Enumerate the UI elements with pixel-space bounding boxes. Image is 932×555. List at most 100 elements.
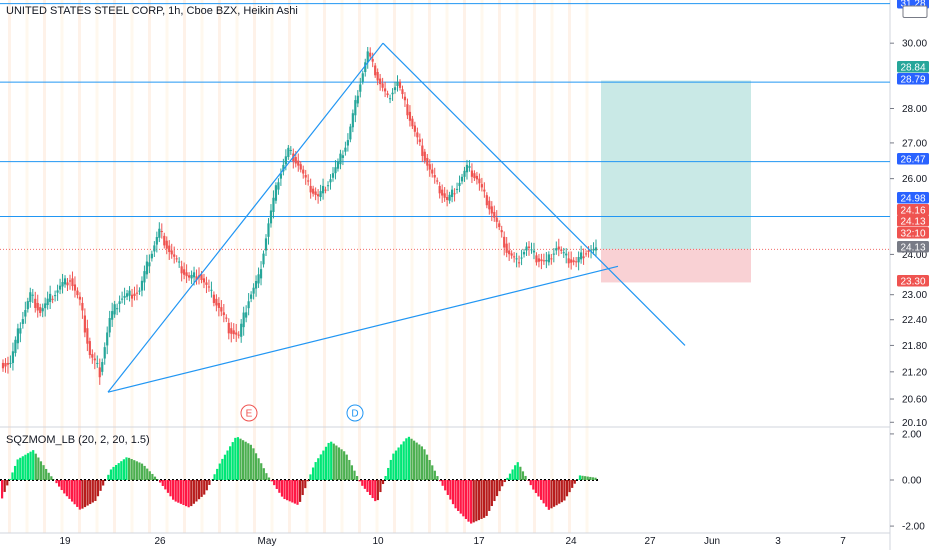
histogram-bar <box>229 446 231 480</box>
histogram-bar <box>594 478 596 480</box>
candle-body <box>84 316 86 333</box>
histogram-bar <box>478 480 480 520</box>
histogram-bar <box>268 478 270 480</box>
candle-body <box>27 301 29 309</box>
session-shade <box>271 0 274 533</box>
candle-body <box>9 363 11 364</box>
candle-body <box>458 183 460 186</box>
histogram-bar <box>175 480 177 502</box>
candle-body <box>176 258 178 259</box>
histogram-bar <box>343 451 345 480</box>
histogram-bar <box>154 477 156 480</box>
candle-body <box>29 292 31 302</box>
candle-body <box>568 258 570 263</box>
candle-body <box>573 260 575 262</box>
axes: 30.0028.0027.0026.0024.0023.0022.4021.80… <box>59 39 927 547</box>
histogram-bar <box>35 454 37 480</box>
candle-body <box>156 237 158 245</box>
candle-body <box>416 132 418 137</box>
candle-body <box>272 198 274 212</box>
candle-body <box>322 186 324 193</box>
stop-zone[interactable] <box>601 249 751 282</box>
candle-body <box>230 328 232 334</box>
histogram-bar <box>545 480 547 507</box>
histogram-bar <box>55 480 57 483</box>
histogram-bar <box>115 465 117 480</box>
candle-body <box>12 351 14 363</box>
candle-body <box>59 286 61 290</box>
histogram-bar <box>592 477 594 480</box>
histogram-bar <box>568 480 570 492</box>
histogram-bar <box>309 474 311 480</box>
time-tick-label: 10 <box>372 536 384 547</box>
position-zones[interactable] <box>601 81 751 283</box>
candle-body <box>24 310 26 317</box>
candle-body <box>56 290 58 292</box>
candle-body <box>528 247 530 248</box>
session-shade <box>586 0 589 533</box>
histogram-bar <box>27 453 29 480</box>
candle-body <box>377 72 379 80</box>
candle-body <box>317 194 319 196</box>
candle-body <box>255 281 257 289</box>
candle-body <box>592 249 594 251</box>
histogram-bar <box>524 476 526 480</box>
candle-body <box>131 295 133 299</box>
trend-lines[interactable] <box>108 43 685 392</box>
histogram-bar <box>356 476 358 480</box>
histogram-bar <box>206 480 208 490</box>
histogram-bar <box>571 480 573 488</box>
indicator-tick-label: 0.00 <box>902 476 922 487</box>
candle-body <box>146 262 148 275</box>
candle-body <box>369 53 371 57</box>
histogram-bar <box>94 480 96 501</box>
histogram-bar <box>6 480 8 485</box>
candle-body <box>213 295 215 303</box>
candle-body <box>560 249 562 250</box>
candle-body <box>339 154 341 165</box>
candle-body <box>424 152 426 161</box>
histogram-bar <box>563 480 565 501</box>
candle-body <box>506 244 508 253</box>
candle-body <box>525 247 527 251</box>
histogram-bar <box>581 476 583 480</box>
histogram-bar <box>188 480 190 507</box>
histogram-bar <box>97 480 99 496</box>
candle-body <box>14 340 16 353</box>
histogram-bar <box>110 469 112 480</box>
histogram-bar <box>133 460 135 480</box>
histogram-bar <box>138 462 140 480</box>
histogram-bar <box>92 480 94 503</box>
target-zone[interactable] <box>601 81 751 250</box>
session-shade <box>61 0 64 533</box>
candle-body <box>352 113 354 127</box>
histogram-bar <box>447 480 449 495</box>
candle-body <box>223 312 225 315</box>
histogram-bar <box>260 463 262 480</box>
histogram-bar <box>37 457 39 480</box>
candle-body <box>496 218 498 222</box>
candle-body <box>411 119 413 127</box>
price-candles <box>2 47 597 385</box>
histogram-bar <box>340 449 342 480</box>
histogram-bar <box>14 466 16 480</box>
candle-body <box>516 258 518 259</box>
histogram-bar <box>392 454 394 480</box>
histogram-bar <box>403 441 405 480</box>
histogram-bar <box>203 480 205 495</box>
candle-body <box>275 185 277 201</box>
histogram-bar <box>410 439 412 480</box>
time-tick-label: Jun <box>704 536 720 547</box>
candle-body <box>570 259 572 262</box>
candle-body <box>421 146 423 156</box>
histogram-bar <box>294 480 296 504</box>
candle-body <box>190 275 192 278</box>
histogram-bar <box>66 480 68 496</box>
histogram-bar <box>369 480 371 495</box>
session-shade <box>78 0 81 533</box>
histogram-bar <box>483 480 485 518</box>
histogram-bar <box>421 446 423 480</box>
price-tick-label: 21.80 <box>902 341 927 352</box>
